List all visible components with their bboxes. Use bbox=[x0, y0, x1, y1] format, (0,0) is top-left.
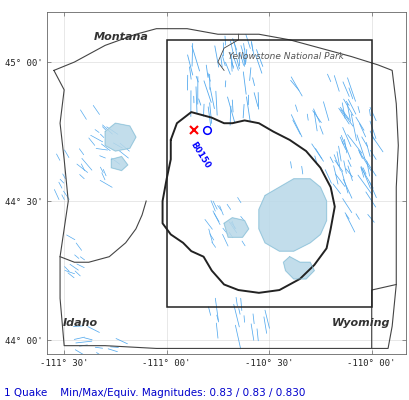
Text: B0150: B0150 bbox=[189, 140, 211, 170]
Polygon shape bbox=[283, 257, 314, 279]
Polygon shape bbox=[224, 218, 248, 237]
Text: 1 Quake    Min/Max/Equiv. Magnitudes: 0.83 / 0.83 / 0.830: 1 Quake Min/Max/Equiv. Magnitudes: 0.83 … bbox=[4, 388, 305, 398]
Text: Idaho: Idaho bbox=[63, 318, 98, 328]
Bar bbox=[166, 40, 371, 307]
Polygon shape bbox=[258, 179, 326, 251]
Text: Montana: Montana bbox=[94, 32, 148, 42]
Polygon shape bbox=[111, 156, 128, 170]
Text: Yellowstone National Park: Yellowstone National Park bbox=[227, 52, 343, 61]
Text: Wyoming: Wyoming bbox=[331, 318, 390, 328]
Polygon shape bbox=[105, 123, 136, 151]
